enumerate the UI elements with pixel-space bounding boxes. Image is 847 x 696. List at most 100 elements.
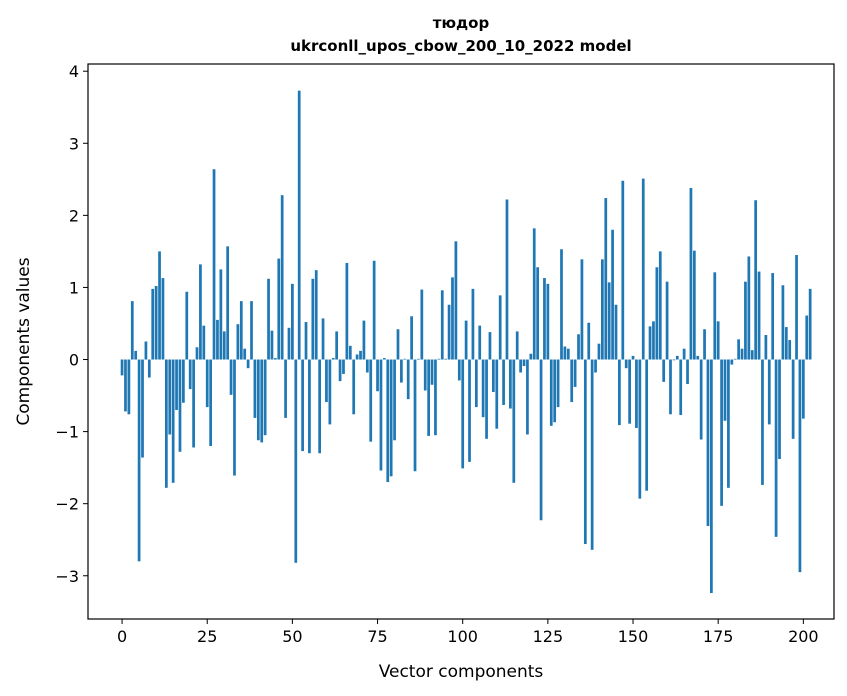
bar-28 — [216, 319, 219, 360]
bar-34 — [236, 324, 240, 360]
bar-161 — [669, 359, 672, 415]
bar-177 — [723, 359, 727, 421]
bar-57 — [314, 270, 318, 360]
bar-179 — [730, 359, 734, 365]
bar-33 — [233, 359, 236, 476]
bar-10 — [154, 286, 158, 360]
bar-77 — [382, 358, 386, 360]
bar-185 — [750, 350, 754, 360]
bar-146 — [618, 359, 621, 426]
bar-126 — [549, 359, 553, 426]
bar-182 — [740, 348, 744, 360]
bar-145 — [614, 304, 618, 360]
bar-22 — [195, 347, 199, 360]
bar-11 — [158, 251, 161, 360]
bar-6 — [141, 359, 144, 458]
bar-142 — [604, 198, 608, 360]
x-tick-label: 0 — [117, 627, 127, 646]
bar-67 — [348, 345, 352, 360]
bar-93 — [437, 358, 441, 360]
bar-128 — [556, 359, 560, 408]
bar-124 — [543, 278, 546, 360]
bar-116 — [515, 331, 519, 360]
bar-82 — [400, 359, 403, 383]
bar-39 — [253, 359, 257, 418]
bar-27 — [212, 169, 216, 360]
bar-112 — [502, 359, 505, 405]
x-axis-label: Vector components — [379, 662, 544, 682]
bar-40 — [256, 359, 260, 441]
bar-141 — [601, 259, 604, 360]
bar-201 — [805, 315, 809, 360]
bar-60 — [325, 359, 328, 403]
bar-148 — [624, 359, 628, 369]
bar-41 — [260, 359, 264, 443]
bar-181 — [737, 339, 740, 360]
chart-title-line-1: тюдор — [433, 14, 490, 32]
bar-36 — [243, 348, 247, 360]
bar-149 — [628, 359, 631, 424]
y-tick-label: −3 — [55, 567, 79, 586]
bar-173 — [710, 359, 713, 594]
bar-62 — [331, 358, 335, 360]
bar-25 — [205, 359, 209, 408]
bar-56 — [311, 278, 315, 360]
y-tick-label: 4 — [69, 62, 79, 81]
bar-0 — [120, 359, 124, 376]
bar-115 — [512, 359, 516, 483]
bar-58 — [318, 359, 321, 454]
bar-43 — [267, 278, 270, 360]
bar-49 — [287, 327, 291, 360]
bar-91 — [430, 359, 434, 385]
bar-26 — [209, 359, 212, 447]
bar-157 — [655, 267, 659, 360]
x-tick-label: 125 — [533, 627, 564, 646]
bar-85 — [410, 316, 413, 360]
bar-108 — [488, 332, 492, 360]
bar-92 — [434, 359, 437, 436]
x-tick-label: 75 — [367, 627, 387, 646]
bar-155 — [648, 326, 652, 360]
x-tick-label: 175 — [703, 627, 734, 646]
bar-35 — [239, 301, 243, 360]
bar-193 — [778, 359, 781, 459]
bar-192 — [774, 359, 778, 537]
bar-139 — [594, 359, 597, 373]
bar-190 — [767, 359, 771, 425]
bar-61 — [328, 359, 332, 425]
bar-138 — [590, 359, 594, 550]
bar-187 — [757, 271, 761, 360]
bar-136 — [583, 359, 587, 545]
bar-132 — [570, 359, 574, 403]
bar-172 — [706, 359, 710, 527]
y-tick-label: 2 — [69, 206, 79, 225]
bar-186 — [754, 200, 758, 360]
bars-group — [120, 90, 812, 594]
bar-106 — [481, 359, 485, 418]
bar-202 — [808, 288, 812, 360]
bar-188 — [761, 359, 764, 485]
bar-13 — [164, 359, 168, 488]
bar-12 — [161, 278, 165, 360]
bar-119 — [526, 359, 529, 435]
bar-31 — [226, 246, 230, 360]
bar-70 — [359, 350, 362, 360]
bar-169 — [696, 355, 700, 360]
bar-196 — [788, 340, 792, 360]
bar-55 — [308, 359, 311, 454]
bar-59 — [321, 318, 325, 360]
bar-118 — [522, 359, 526, 367]
bar-90 — [427, 359, 431, 436]
bar-83 — [403, 358, 407, 360]
bar-175 — [716, 321, 720, 360]
bar-117 — [519, 359, 522, 373]
y-tick-label: 1 — [69, 278, 79, 297]
bar-133 — [573, 359, 577, 387]
bar-156 — [652, 321, 655, 360]
bar-1 — [124, 359, 127, 412]
bar-15 — [171, 359, 175, 483]
bar-54 — [304, 322, 308, 360]
bar-84 — [406, 359, 410, 400]
bar-76 — [379, 359, 383, 471]
